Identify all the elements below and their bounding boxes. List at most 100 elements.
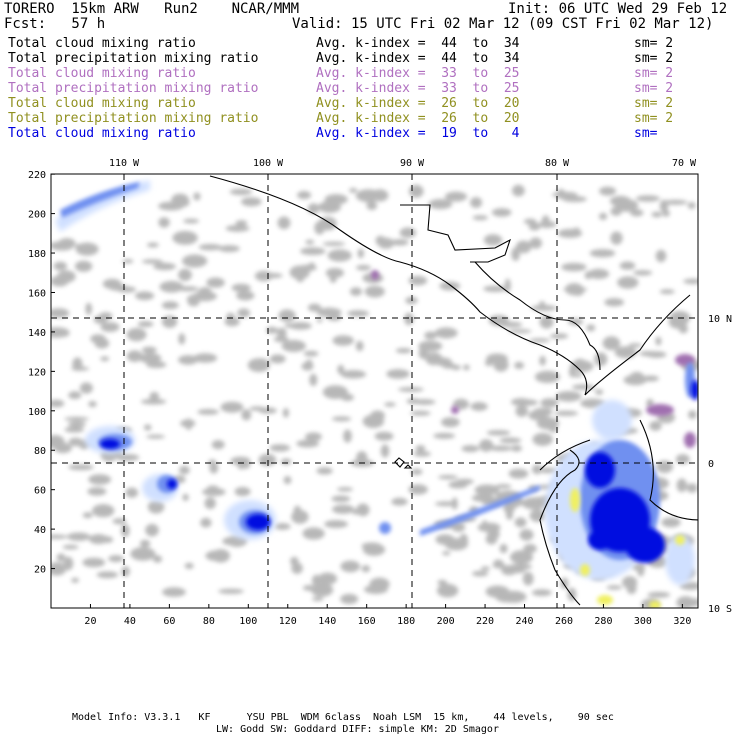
lat-label-2: 10 S <box>708 604 732 615</box>
gray-cloud-blob <box>472 215 488 221</box>
gray-cloud-blob <box>90 334 106 344</box>
legend-sm-6: sm= <box>634 126 658 141</box>
gray-cloud-blob <box>659 289 675 295</box>
gray-cloud-blob <box>480 566 491 571</box>
gray-cloud-blob <box>71 366 90 371</box>
gray-cloud-blob <box>595 389 604 395</box>
gray-cloud-blob <box>651 211 663 218</box>
gray-cloud-blob <box>504 278 511 293</box>
legend-field-4: Total cloud mixing ratio <box>8 96 196 111</box>
gray-cloud-blob <box>340 370 367 379</box>
gray-cloud-blob <box>676 596 695 608</box>
gray-cloud-blob <box>67 532 91 541</box>
gray-cloud-blob <box>408 484 428 495</box>
gray-cloud-blob <box>479 439 494 452</box>
gray-cloud-blob <box>610 206 622 216</box>
gray-cloud-blob <box>687 202 696 209</box>
gray-cloud-blob <box>370 410 385 421</box>
gray-cloud-blob <box>297 191 312 200</box>
gray-cloud-blob <box>68 464 94 471</box>
gray-cloud-blob <box>374 431 394 441</box>
gray-cloud-blob <box>231 283 251 292</box>
gray-cloud-blob <box>53 261 67 271</box>
gray-cloud-blob <box>515 240 532 254</box>
legend-sm-0: sm= 2 <box>634 36 674 51</box>
gray-cloud-blob <box>508 468 529 479</box>
gray-cloud-blob <box>187 298 200 307</box>
gray-cloud-blob <box>630 209 644 217</box>
gray-cloud-blob <box>361 565 371 573</box>
gray-cloud-blob <box>120 524 130 538</box>
gray-cloud-blob <box>161 301 179 310</box>
gray-cloud-blob <box>378 237 394 249</box>
lat-label-0: 10 N <box>708 314 732 325</box>
gray-cloud-blob <box>441 417 460 428</box>
gray-cloud-blob <box>273 336 289 343</box>
gray-cloud-blob <box>316 318 323 323</box>
gray-cloud-blob <box>64 416 89 421</box>
gray-cloud-blob <box>180 419 196 428</box>
gray-cloud-blob <box>241 409 252 421</box>
gray-cloud-blob <box>234 486 251 497</box>
gray-cloud-blob <box>146 434 166 439</box>
gray-cloud-blob <box>463 364 470 371</box>
gray-cloud-blob <box>436 357 452 367</box>
gray-cloud-blob <box>137 321 154 328</box>
gray-cloud-blob <box>487 528 500 540</box>
gray-cloud-blob <box>92 504 115 518</box>
legend-kindex-4: Avg. k-index = 26 to 20 <box>316 96 520 111</box>
gray-cloud-blob <box>122 259 134 264</box>
gray-cloud-blob <box>532 432 553 446</box>
gray-cloud-blob <box>540 398 559 408</box>
gray-cloud-blob <box>300 247 326 256</box>
legend-field-0: Total cloud mixing ratio <box>8 36 196 51</box>
gray-cloud-blob <box>101 536 114 543</box>
legend-sm-2: sm= 2 <box>634 66 674 81</box>
gray-cloud-blob <box>241 457 251 469</box>
legend-kindex-6: Avg. k-index = 19 to 4 <box>316 126 520 141</box>
gray-cloud-blob <box>309 373 318 387</box>
gray-cloud-blob <box>307 203 320 214</box>
gray-cloud-blob <box>573 227 580 233</box>
gray-cloud-blob <box>356 264 371 271</box>
gray-cloud-blob <box>599 212 608 220</box>
legend-field-2: Total cloud mixing ratio <box>8 66 196 81</box>
purple-cloud <box>371 270 696 448</box>
gray-cloud-blob <box>235 220 248 226</box>
gray-cloud-blob <box>561 262 587 272</box>
gray-cloud-blob <box>51 534 68 539</box>
gray-cloud-blob <box>316 467 333 475</box>
x-tick-label-140: 140 <box>318 616 336 627</box>
gray-cloud-blob <box>283 476 292 485</box>
gray-cloud-blob <box>331 495 351 503</box>
gray-cloud-blob <box>675 454 690 465</box>
gray-cloud-blob <box>254 270 273 282</box>
gray-cloud-blob <box>626 581 637 595</box>
gray-cloud-blob <box>139 353 162 364</box>
gray-cloud-blob <box>533 407 553 416</box>
y-tick-label-20: 20 <box>34 565 46 576</box>
gray-cloud-blob <box>565 283 584 296</box>
gray-cloud-blob <box>484 359 494 366</box>
gray-cloud-blob <box>668 315 688 329</box>
gray-cloud-blob <box>184 562 194 570</box>
gray-cloud-blob <box>96 571 119 579</box>
legend-field-1: Total precipitation mixing ratio <box>8 51 259 66</box>
gray-cloud-blob <box>361 542 382 550</box>
gray-cloud-blob <box>474 484 500 496</box>
lon-label-4: 70 W <box>672 158 697 169</box>
gray-cloud-blob <box>508 329 532 334</box>
gray-cloud-blob <box>258 358 268 367</box>
gray-cloud-blob <box>296 439 320 448</box>
gray-cloud-blob <box>87 487 107 496</box>
gray-cloud-blob <box>349 188 358 193</box>
gray-cloud-blob <box>198 244 222 251</box>
gray-cloud-blob <box>88 401 97 408</box>
gray-cloud-blob <box>332 335 354 346</box>
gray-cloud-blob <box>505 568 526 574</box>
gray-cloud-blob <box>549 425 558 433</box>
gray-cloud-blob <box>121 566 130 577</box>
gray-cloud-blob <box>140 548 153 558</box>
gray-cloud-blob <box>332 416 352 422</box>
gray-cloud-blob <box>489 445 513 452</box>
